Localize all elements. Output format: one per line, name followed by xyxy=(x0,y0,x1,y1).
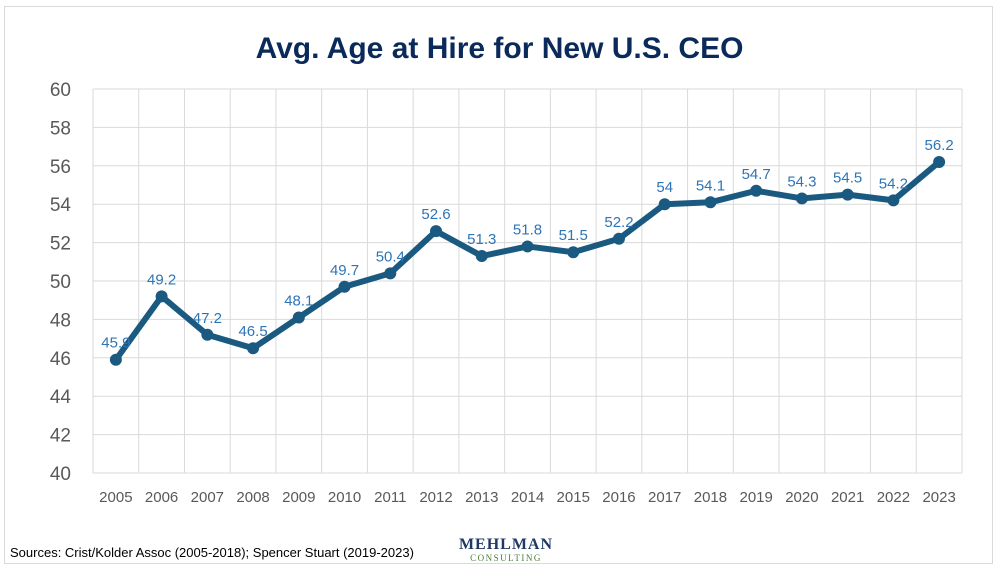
data-point xyxy=(247,342,260,355)
x-tick-label: 2014 xyxy=(511,489,544,506)
y-tick-label: 46 xyxy=(50,349,71,370)
mehlman-logo: MEHLMAN CONSULTING xyxy=(458,537,554,563)
series-layer xyxy=(109,155,946,366)
data-point xyxy=(475,250,488,263)
logo-main-text: MEHLMAN xyxy=(458,536,554,553)
x-tick-label: 2008 xyxy=(236,489,269,506)
data-point xyxy=(750,184,763,197)
x-tick-label: 2016 xyxy=(602,489,635,506)
data-label: 49.7 xyxy=(330,262,359,279)
data-label: 50.4 xyxy=(376,248,405,265)
data-point xyxy=(201,328,214,341)
y-tick-label: 58 xyxy=(50,118,71,139)
data-label: 51.3 xyxy=(467,231,496,248)
x-tick-label: 2019 xyxy=(739,489,772,506)
data-point xyxy=(521,240,534,253)
grid-layer xyxy=(92,88,963,474)
data-label: 51.8 xyxy=(513,221,542,238)
x-tick-label: 2017 xyxy=(648,489,681,506)
x-tick-label: 2006 xyxy=(145,489,178,506)
data-label: 52.2 xyxy=(604,214,633,231)
data-label: 54.1 xyxy=(696,177,725,194)
x-tick-label: 2022 xyxy=(877,489,910,506)
x-tick-label: 2021 xyxy=(831,489,864,506)
data-label: 45.9 xyxy=(101,335,130,352)
data-point xyxy=(155,290,168,303)
x-tick-label: 2015 xyxy=(557,489,590,506)
data-point xyxy=(338,280,351,293)
x-tick-label: 2005 xyxy=(99,489,132,506)
data-label: 54.2 xyxy=(879,175,908,192)
data-label: 56.2 xyxy=(925,137,954,154)
data-point xyxy=(841,188,854,201)
x-tick-label: 2011 xyxy=(374,489,406,506)
x-tick-label: 2012 xyxy=(419,489,452,506)
y-tick-label: 42 xyxy=(50,426,71,447)
logo-sub-text: CONSULTING xyxy=(470,553,542,563)
data-label: 54.3 xyxy=(787,173,816,190)
data-point xyxy=(612,232,625,245)
data-point xyxy=(109,353,122,366)
data-point xyxy=(430,225,443,238)
y-tick-label: 44 xyxy=(50,387,72,408)
y-tick-label: 48 xyxy=(50,310,71,331)
y-tick-label: 60 xyxy=(50,80,71,101)
y-tick-label: 54 xyxy=(50,195,72,216)
x-tick-label: 2010 xyxy=(328,489,361,506)
x-tick-label: 2009 xyxy=(282,489,315,506)
data-point xyxy=(887,194,900,207)
x-tick-label: 2007 xyxy=(191,489,224,506)
data-point xyxy=(933,155,946,168)
data-label: 54.5 xyxy=(833,170,862,187)
data-label: 49.2 xyxy=(147,271,176,288)
data-label: 52.6 xyxy=(421,206,450,223)
data-label: 54.7 xyxy=(742,166,771,183)
x-tick-label: 2020 xyxy=(785,489,818,506)
data-point xyxy=(292,311,305,324)
y-tick-label: 50 xyxy=(50,272,71,293)
x-tick-label: 2018 xyxy=(694,489,727,506)
data-label: 46.5 xyxy=(238,323,267,340)
axis-layer: 40 42 44 46 48 50 52 54 56 58 60 2005 2006 2007 2008 20… xyxy=(50,80,956,506)
data-point xyxy=(704,196,717,209)
data-label: 51.5 xyxy=(559,227,588,244)
y-tick-label: 56 xyxy=(50,157,71,178)
data-label: 48.1 xyxy=(284,292,313,309)
data-point xyxy=(658,198,671,211)
data-point xyxy=(567,246,580,259)
label-layer: 45.9 49.2 47.2 46.5 48.1 49.7 50.4 52.6 51.3 51.8… xyxy=(101,137,953,352)
chart-title: Avg. Age at Hire for New U.S. CEO xyxy=(255,32,744,65)
y-tick-label: 52 xyxy=(50,234,71,255)
data-point xyxy=(384,267,397,280)
y-tick-label: 40 xyxy=(50,464,71,485)
x-tick-label: 2023 xyxy=(922,489,955,506)
chart-frame xyxy=(4,6,993,564)
source-note: Sources: Crist/Kolder Assoc (2005-2018);… xyxy=(10,545,414,560)
x-tick-label: 2013 xyxy=(465,489,498,506)
data-label: 54 xyxy=(656,179,673,196)
data-point xyxy=(795,192,808,205)
data-label: 47.2 xyxy=(193,310,222,327)
